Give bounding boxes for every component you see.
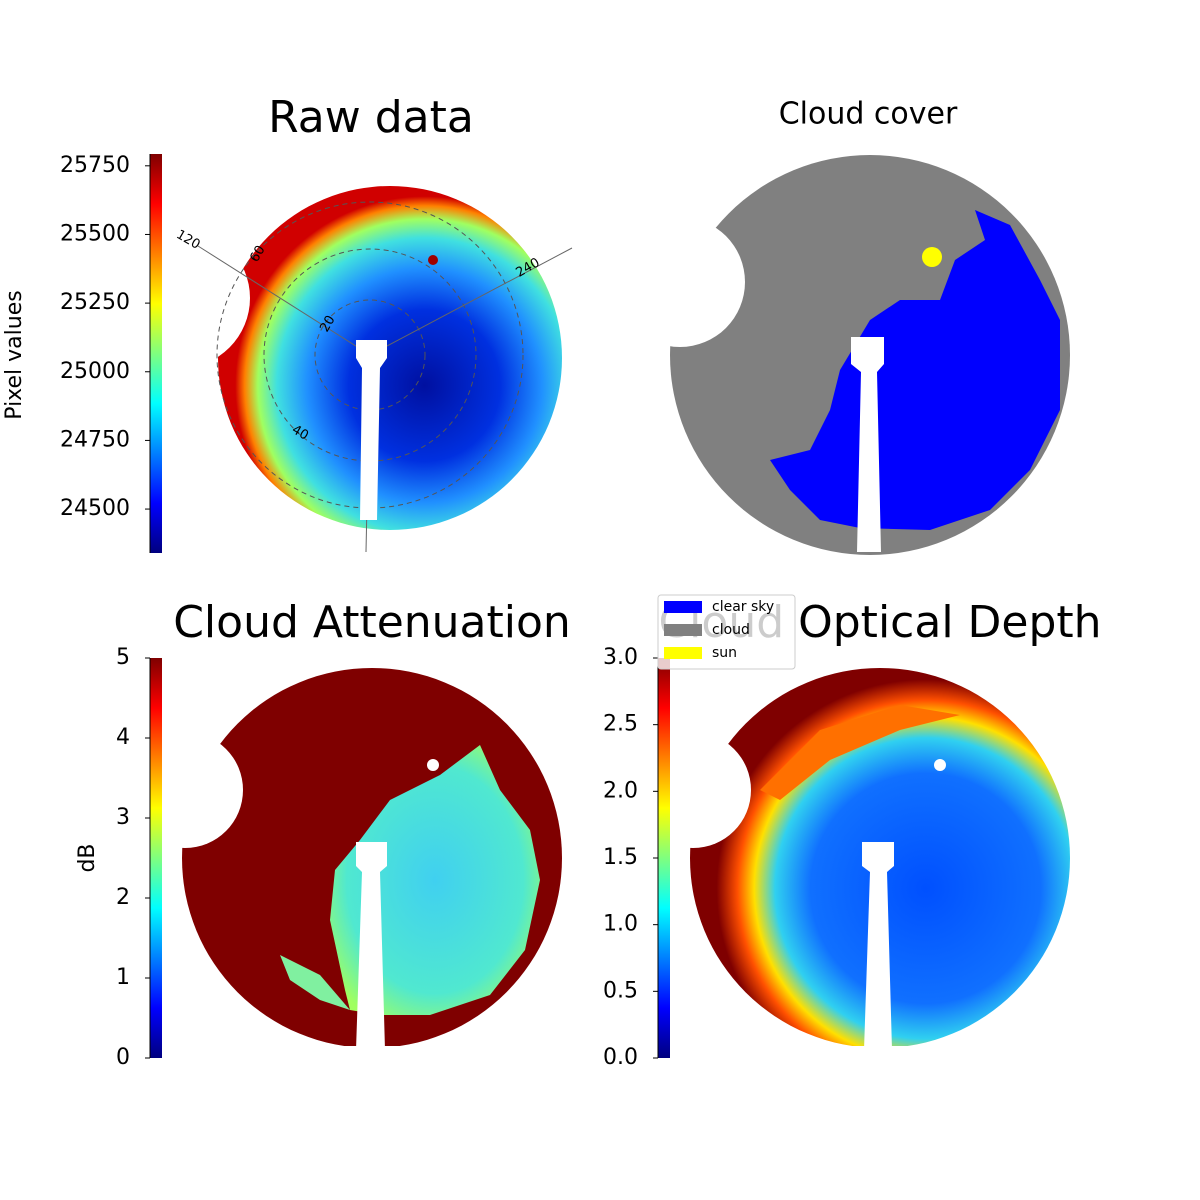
legend: clear sky cloud sun: [657, 594, 796, 670]
colorbar-tick-label: 2.0: [603, 778, 638, 803]
colorbar-label: Pixel values: [2, 290, 27, 419]
panel-title: Cloud cover: [779, 97, 958, 132]
colorbar-tick-label: 25500: [60, 221, 130, 246]
mask-bottom: [700, 1046, 1080, 1076]
camera-arm: [356, 842, 387, 1050]
clear-sky-region: [770, 210, 1060, 530]
mask-notch: [615, 217, 745, 347]
sun-mask: [934, 759, 946, 771]
cloud-band: [760, 705, 960, 800]
clear-region: [280, 955, 350, 1010]
polar-grid-label: 40: [289, 422, 311, 443]
colorbar-tick-label: 25250: [60, 290, 130, 315]
colorbar: [150, 658, 162, 1058]
optical-depth-image: [635, 668, 1080, 1076]
polar-spoke: [369, 247, 573, 356]
legend-label: clear sky: [712, 599, 774, 615]
colorbar-tick-label: 24500: [60, 496, 130, 521]
colorbar-tick-label: 1.0: [603, 912, 638, 937]
sky-disk: [218, 186, 562, 530]
colorbar-tick-label: 2.5: [603, 712, 638, 737]
cloud-cover-image: [615, 155, 1070, 555]
mask-bottom: [200, 1046, 580, 1076]
polar-circle: [216, 201, 524, 509]
clear-region: [330, 745, 540, 1015]
colorbar-tick-label: 0.5: [603, 978, 638, 1003]
legend-swatch: [664, 647, 702, 659]
colorbar-tick-label: 0: [116, 1045, 130, 1070]
legend-swatch: [664, 624, 702, 636]
mask-notch: [110, 228, 250, 368]
sun: [428, 255, 438, 265]
colorbar: [150, 154, 162, 553]
colorbar-tick-label: 25750: [60, 153, 130, 178]
colorbar-tick-label: 3.0: [603, 645, 638, 670]
colorbar-tick-label: 1: [116, 965, 130, 990]
camera-arm: [851, 337, 884, 552]
colorbar-tick-label: 2: [116, 885, 130, 910]
colorbar-tick-label: 4: [116, 725, 130, 750]
mask-notch: [635, 732, 751, 848]
polar-grid-label: 60: [247, 243, 268, 265]
colorbar-tick-label: 1.5: [603, 845, 638, 870]
panel-title: Cloud Attenuation: [173, 597, 571, 648]
sun-mask: [427, 759, 439, 771]
sun: [922, 247, 942, 267]
camera-arm: [356, 340, 387, 520]
colorbar-tick-label: 24750: [60, 427, 130, 452]
colorbar-tick-label: 3: [116, 805, 130, 830]
camera-arm: [862, 842, 894, 1050]
colorbar-label: dB: [75, 843, 100, 872]
colorbar-tick-label: 0.0: [603, 1045, 638, 1070]
legend-swatch: [664, 601, 702, 613]
mask-bottom: [200, 540, 580, 580]
polar-spoke: [197, 245, 371, 356]
colorbar: [658, 658, 670, 1058]
mask-notch: [127, 732, 243, 848]
legend-label: cloud: [712, 622, 750, 638]
colorbar-tick-label: 25000: [60, 359, 130, 384]
colorbar-tick-label: 5: [116, 645, 130, 670]
polar-circle: [314, 299, 426, 411]
polar-grid-label: 20: [317, 313, 338, 335]
legend-label: sun: [712, 645, 737, 661]
attenuation-image: [127, 668, 580, 1076]
raw-image: [110, 186, 580, 580]
panel-title: Raw data: [268, 92, 474, 143]
